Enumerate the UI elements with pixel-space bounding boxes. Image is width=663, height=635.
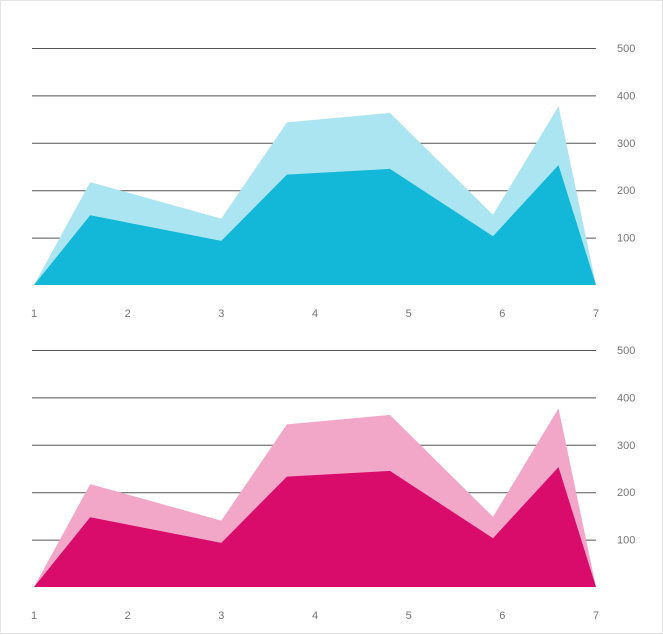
x-tick-label-6: 6 — [499, 308, 505, 320]
area-chart-bottom: 100 200 300 400 500 1 2 3 4 5 6 7 — [31, 345, 635, 622]
area-series-2 — [34, 165, 596, 285]
area-series-2 — [34, 467, 596, 587]
y-tick-label-100: 100 — [617, 535, 635, 547]
x-tick-label-4: 4 — [312, 308, 318, 320]
y-tick-label-400: 400 — [617, 90, 635, 102]
x-tick-label-2: 2 — [125, 610, 131, 622]
y-tick-label-100: 100 — [617, 233, 635, 245]
x-tick-label-3: 3 — [218, 308, 224, 320]
y-tick-label-300: 300 — [617, 138, 635, 150]
x-tick-label-5: 5 — [406, 610, 412, 622]
x-tick-label-1: 1 — [31, 610, 37, 622]
x-tick-label-3: 3 — [218, 610, 224, 622]
x-tick-label-6: 6 — [499, 610, 505, 622]
y-tick-label-500: 500 — [617, 43, 635, 55]
x-tick-label-1: 1 — [31, 308, 37, 320]
x-tick-label-4: 4 — [312, 610, 318, 622]
y-tick-label-200: 200 — [617, 185, 635, 197]
y-tick-label-200: 200 — [617, 487, 635, 499]
y-tick-label-300: 300 — [617, 440, 635, 452]
x-tick-label-7: 7 — [593, 610, 599, 622]
area-chart-top: 100 200 300 400 500 1 2 3 4 5 6 7 — [31, 43, 635, 320]
y-tick-label-500: 500 — [617, 345, 635, 357]
x-tick-label-5: 5 — [406, 308, 412, 320]
x-tick-label-2: 2 — [125, 308, 131, 320]
y-tick-label-400: 400 — [617, 392, 635, 404]
x-tick-label-7: 7 — [593, 308, 599, 320]
